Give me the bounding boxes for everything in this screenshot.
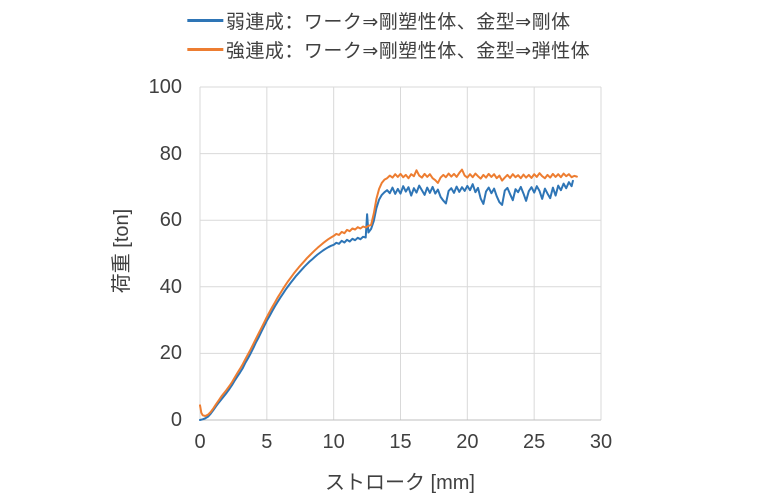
y-tick-label: 100 xyxy=(148,76,182,98)
x-tick-label: 15 xyxy=(389,431,412,453)
x-tick-label: 20 xyxy=(456,431,479,453)
x-tick-label: 10 xyxy=(322,431,345,453)
legend-label-weak-coupling: 弱連成：ワーク⇒剛塑性体、金型⇒剛体 xyxy=(225,11,571,33)
x-tick-label: 5 xyxy=(261,431,273,453)
series-strong-coupling-line xyxy=(199,168,578,417)
series-weak-coupling-line xyxy=(199,179,574,421)
plot-area xyxy=(199,86,602,421)
y-axis-label: 荷重 [ton] xyxy=(111,208,133,294)
x-tick-label: 25 xyxy=(523,431,546,453)
x-tick-label: 0 xyxy=(194,431,206,453)
x-axis-label: ストローク [mm] xyxy=(325,472,475,494)
legend-label-strong-coupling: 強連成：ワーク⇒剛塑性体、金型⇒弾性体 xyxy=(225,40,591,62)
weak-coupling-line-swatch-icon xyxy=(186,18,223,22)
chart-canvas xyxy=(199,86,602,421)
y-tick-label: 80 xyxy=(159,142,182,165)
chart-legend: 弱連成：ワーク⇒剛塑性体、金型⇒剛体 強連成：ワーク⇒剛塑性体、金型⇒弾性体 xyxy=(186,6,591,63)
strong-coupling-line-swatch-icon xyxy=(186,47,223,51)
legend-item-strong-coupling: 強連成：ワーク⇒剛塑性体、金型⇒弾性体 xyxy=(186,35,591,63)
y-tick-label: 40 xyxy=(159,275,182,298)
y-tick-label: 20 xyxy=(159,342,182,365)
y-tick-label: 60 xyxy=(159,209,182,232)
y-tick-label: 0 xyxy=(170,409,182,431)
legend-item-weak-coupling: 弱連成：ワーク⇒剛塑性体、金型⇒剛体 xyxy=(186,6,571,34)
x-tick-label: 30 xyxy=(589,431,613,453)
